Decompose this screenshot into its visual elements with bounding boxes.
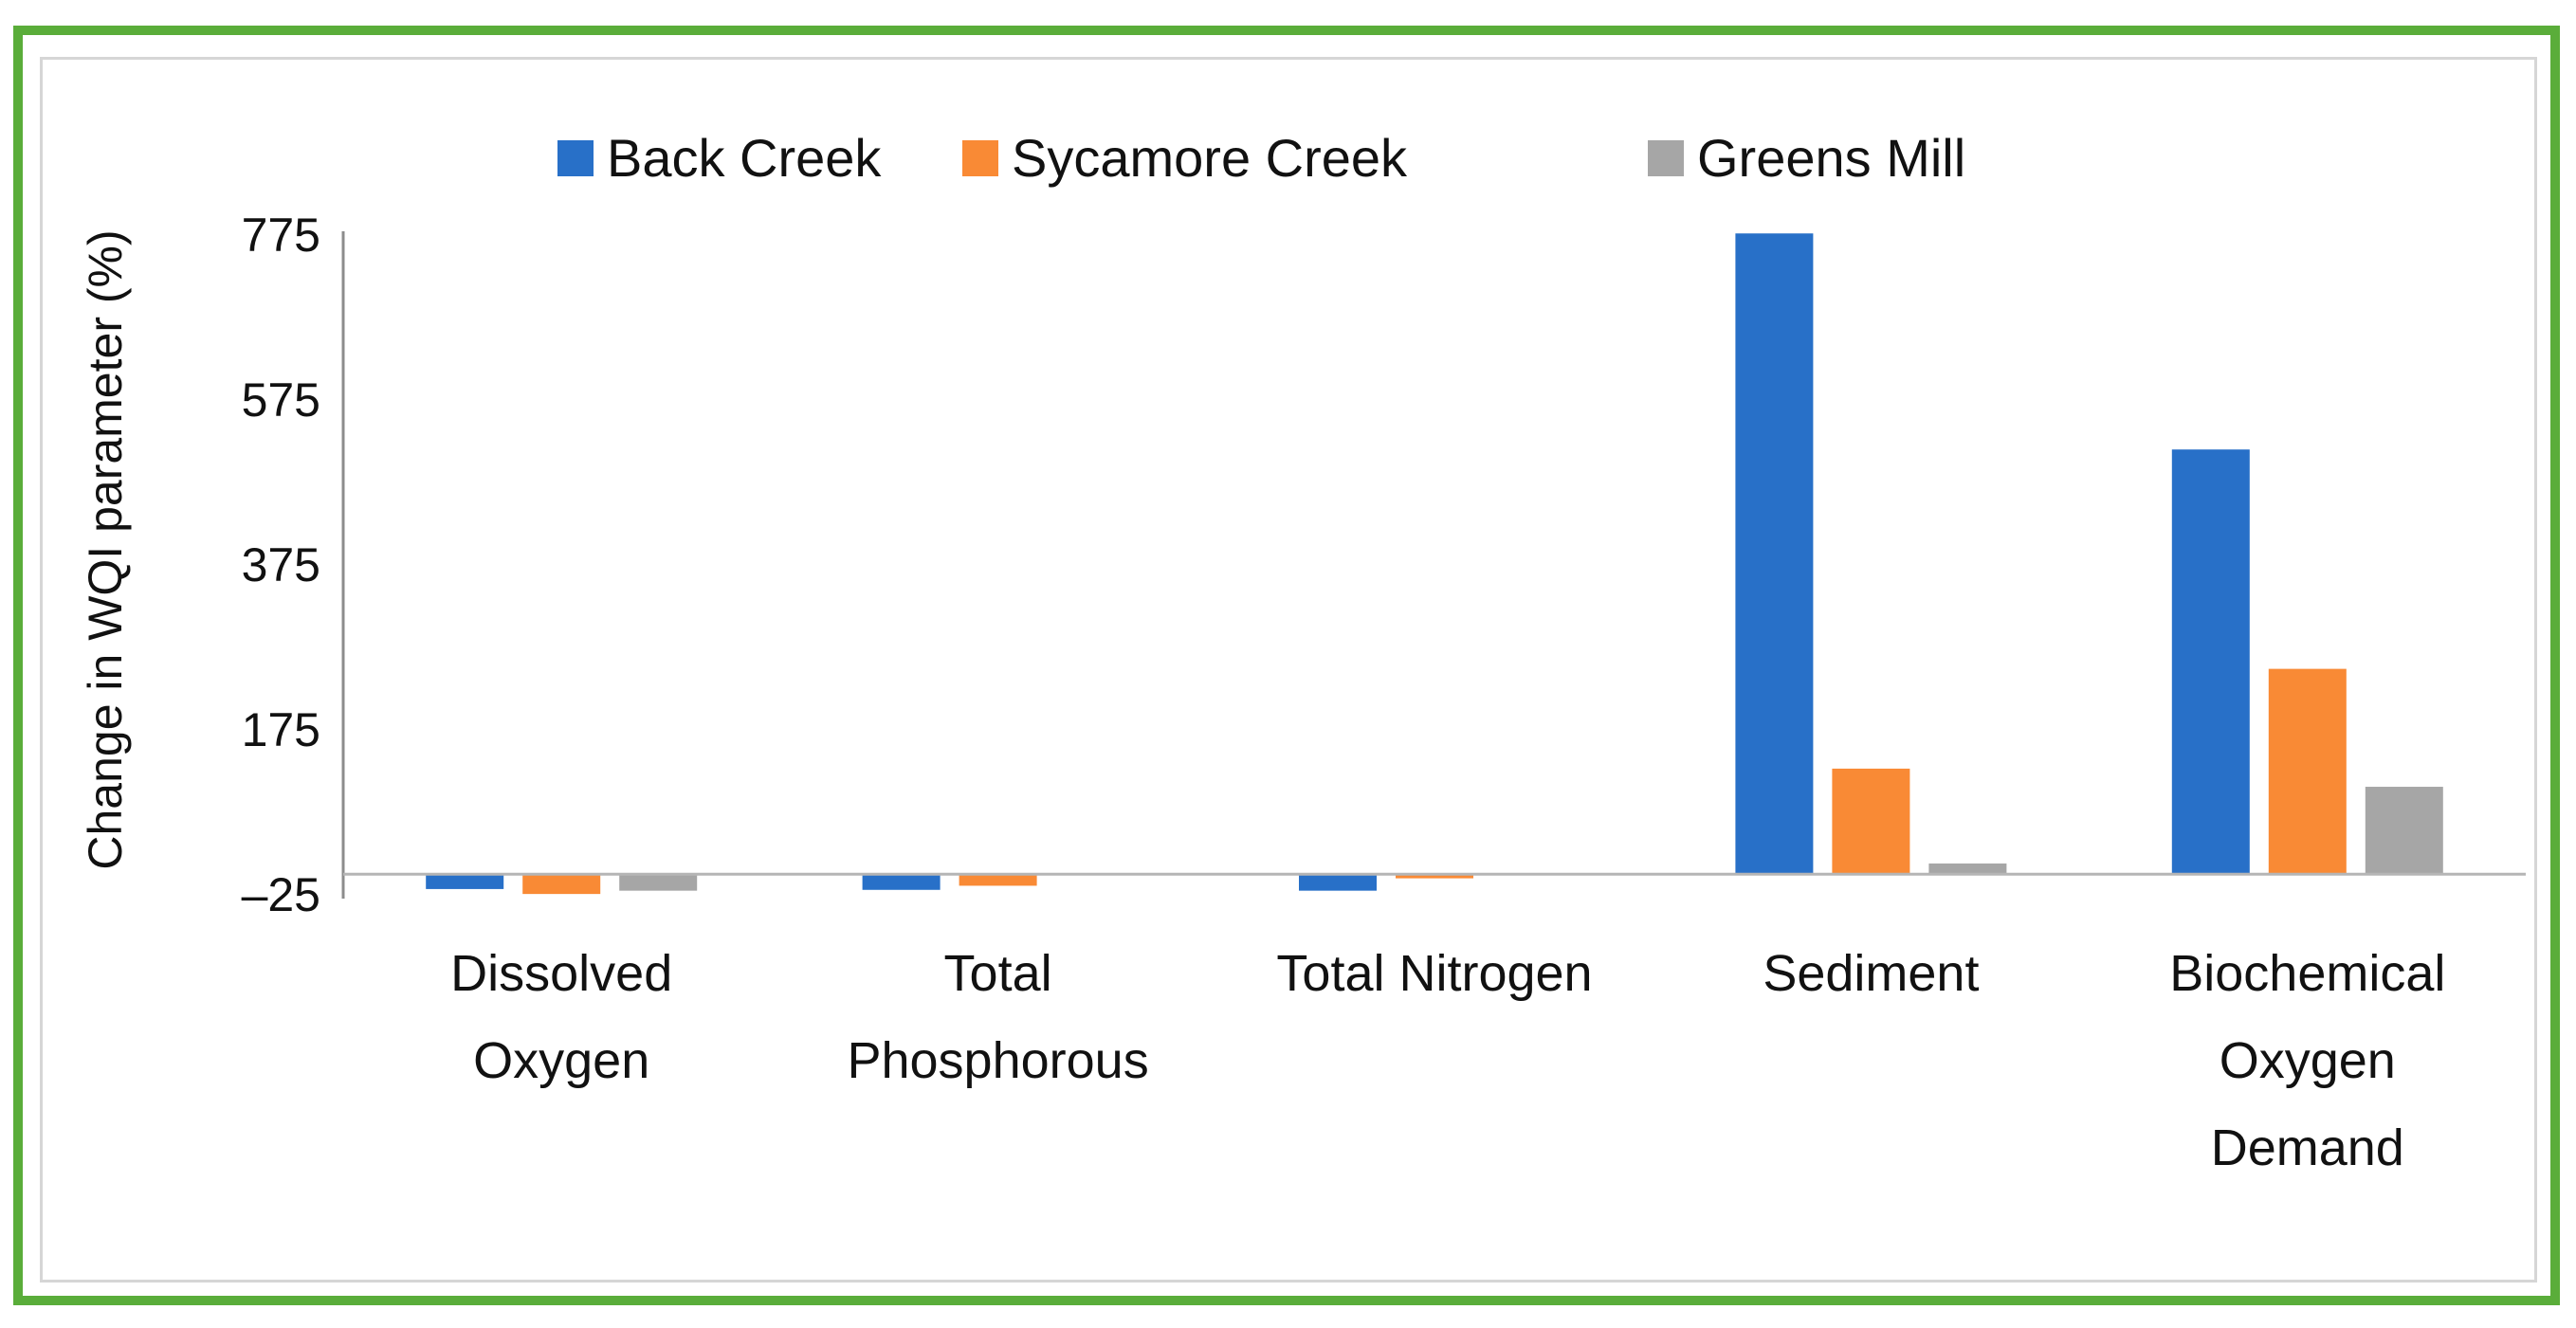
x-category-label: Dissolved Oxygen [450, 945, 672, 1089]
x-category-label: Total Nitrogen [1276, 945, 1592, 1002]
y-tick-label: 575 [242, 373, 320, 427]
x-category-label: Total Phosphorous [847, 945, 1148, 1089]
x-category-label-line: Demand [2211, 1119, 2404, 1176]
y-tick-label: 375 [242, 538, 320, 591]
bars [426, 233, 2443, 895]
y-axis-title: Change in WQI parameter (%) [79, 229, 132, 869]
x-category-label: Sediment [1763, 945, 1979, 1002]
x-category-label-line: Dissolved [450, 945, 672, 1002]
bar-sycamore-creek [959, 874, 1037, 886]
x-category-label: Biochemical Oxygen Demand [2169, 945, 2445, 1176]
legend-label: Back Creek [607, 128, 882, 188]
x-axis-labels: Dissolved Oxygen Total Phosphorous Total Nit… [450, 945, 2445, 1176]
bar-back-creek [1735, 233, 1814, 875]
bar-sycamore-creek [522, 874, 601, 895]
x-category-label-line: Total Nitrogen [1276, 945, 1592, 1002]
y-tick-label: 175 [242, 703, 320, 756]
legend-swatch [1648, 140, 1684, 176]
x-category-label-line: Phosphorous [847, 1032, 1148, 1089]
bar-sycamore-creek [1832, 768, 1910, 875]
legend-swatch [557, 140, 594, 176]
y-axis-ticks: –25 175 375 575 775 [242, 209, 320, 921]
bar-back-creek [426, 874, 504, 889]
legend-label: Greens Mill [1697, 128, 1965, 188]
legend-swatch [962, 140, 998, 176]
bar-greens-mill [619, 874, 698, 891]
legend: Back Creek Sycamore Creek Greens Mill [557, 128, 1965, 188]
bar-back-creek [1299, 874, 1377, 891]
bar-back-creek [862, 874, 941, 890]
bar-back-creek [2171, 449, 2250, 875]
x-category-label-line: Oxygen [2220, 1032, 2396, 1089]
bar-greens-mill [1928, 863, 2007, 875]
x-category-label-line: Biochemical [2169, 945, 2445, 1002]
bar-greens-mill [2365, 787, 2443, 875]
bar-sycamore-creek [1396, 874, 1473, 879]
y-tick-label: 775 [242, 209, 320, 262]
x-category-label-line: Sediment [1763, 945, 1979, 1002]
y-tick-label: –25 [242, 868, 320, 921]
chart-inner-border [40, 57, 2537, 1283]
x-category-label-line: Total [944, 945, 1052, 1002]
legend-label: Sycamore Creek [1012, 128, 1408, 188]
x-category-label-line: Oxygen [473, 1032, 649, 1089]
bar-sycamore-creek [2268, 668, 2347, 875]
